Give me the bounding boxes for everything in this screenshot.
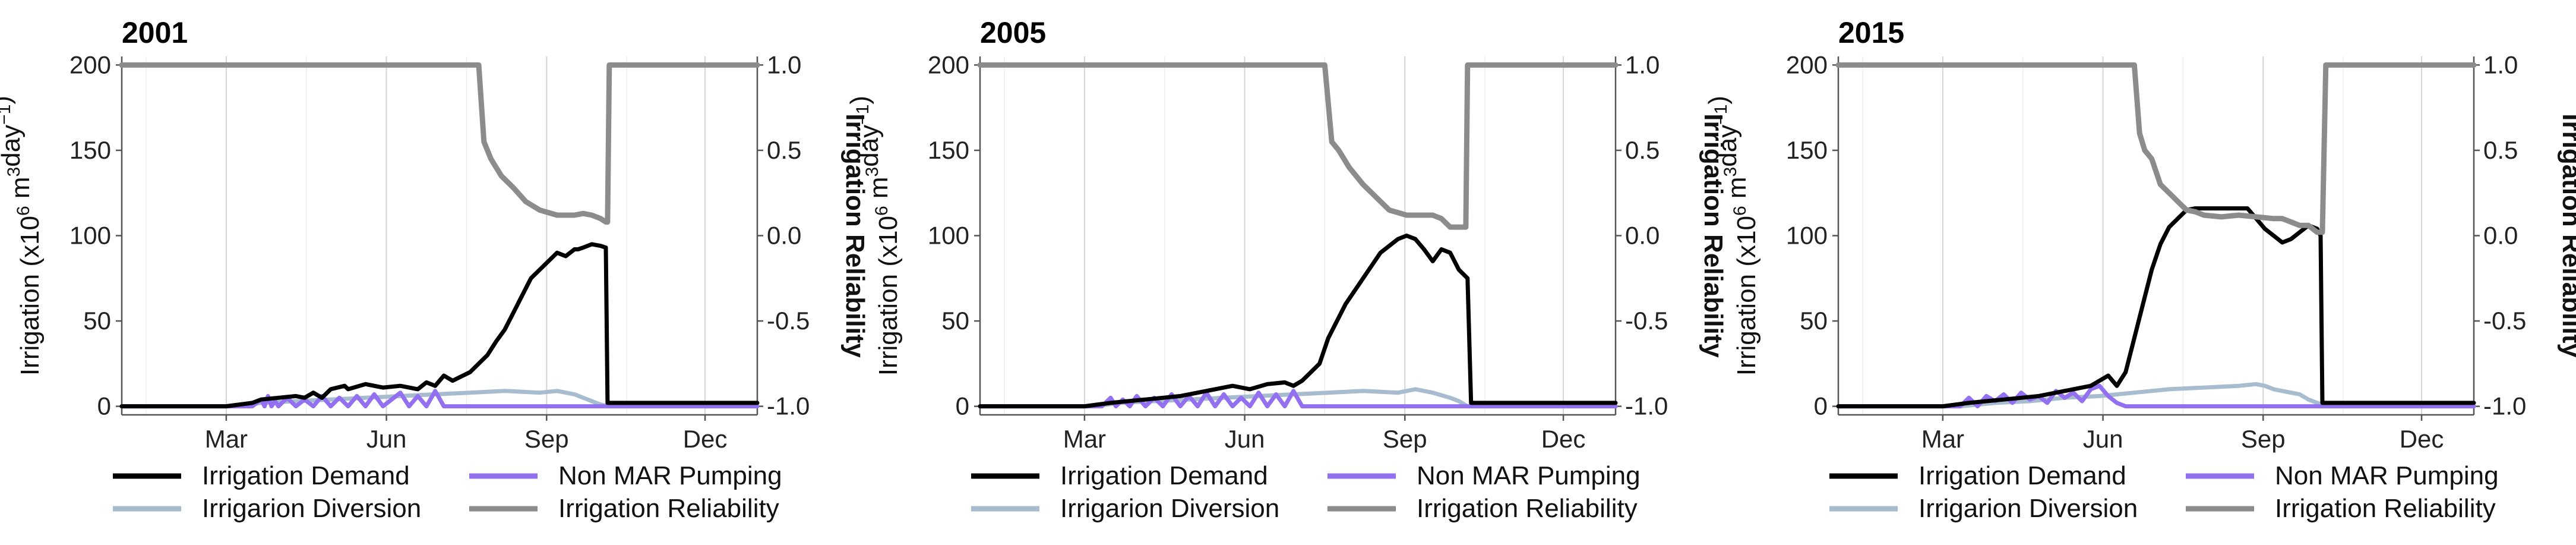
x-tick-label-mar: Mar: [1063, 425, 1106, 453]
y2-tick-label: 1.0: [1625, 51, 1660, 78]
y-tick-label: 0: [1814, 392, 1828, 420]
y-axis-title: Irrigation (x106 m3day−1): [1703, 96, 1761, 376]
panel-title: 2015: [1838, 16, 1904, 49]
y-tick-label: 100: [928, 222, 969, 250]
legend-label: Irrigation Demand: [202, 461, 410, 490]
y2-tick-label: -0.5: [1625, 307, 1668, 335]
series-line-irrigation-demand: [119, 242, 760, 409]
y-tick-label: 200: [928, 51, 969, 78]
legend-label: Irrigation Demand: [1060, 461, 1268, 490]
legend-label: Irrigation Reliability: [2275, 494, 2496, 523]
y2-tick-label: -0.5: [2483, 307, 2526, 335]
x-tick-label-jun: Jun: [2083, 425, 2123, 453]
y2-tick-label: 0.0: [767, 222, 801, 250]
y2-tick-label: 0.5: [2483, 136, 2518, 164]
y-tick-label: 100: [69, 222, 111, 250]
legend-label: Non MAR Pumping: [2275, 461, 2499, 490]
y-tick-label: 100: [1786, 222, 1828, 250]
y2-tick-label: 1.0: [767, 51, 801, 78]
y-tick-label: 200: [69, 51, 111, 78]
series-line-irrigation-demand: [978, 234, 1618, 409]
legend-label: Non MAR Pumping: [558, 461, 782, 490]
y-tick-label: 0: [97, 392, 111, 420]
y-tick-label: 200: [1786, 51, 1828, 78]
chart-panel-2005: 2005 Mar Jun Sep Dec 0 50 100 150 200 -1.0 -0.5 0.0 0…: [845, 16, 1728, 523]
legend-label: Irrigarion Diversion: [202, 494, 421, 523]
y2-tick-label: 0.0: [1625, 222, 1660, 250]
x-tick-label-mar: Mar: [1921, 425, 1964, 453]
x-tick-label-mar: Mar: [205, 425, 248, 453]
series-line-irrigation-reliability: [977, 62, 1619, 230]
y2-axis-title: Irrigation Reliability: [840, 114, 870, 358]
y2-axis-title: Irrigation Reliability: [1699, 114, 1728, 358]
y2-tick-label: 0.0: [2483, 222, 2518, 250]
y2-tick-label: -1.0: [767, 392, 810, 420]
y2-tick-label: 0.5: [767, 136, 801, 164]
x-tick-label-sep: Sep: [524, 425, 569, 453]
x-tick-label-jun: Jun: [1225, 425, 1265, 453]
y2-tick-label: 1.0: [2483, 51, 2518, 78]
x-tick-label-dec: Dec: [1541, 425, 1586, 453]
legend-label: Irrigarion Diversion: [1918, 494, 2138, 523]
y-tick-label: 50: [83, 307, 111, 335]
y-axis-title: Irrigation (x106 m3day−1): [845, 96, 903, 376]
y-tick-label: 150: [69, 136, 111, 164]
legend-label: Irrigarion Diversion: [1060, 494, 1279, 523]
legend-label: Non MAR Pumping: [1417, 461, 1641, 490]
y-tick-label: 50: [1800, 307, 1828, 335]
series-line-irrigation-reliability: [119, 62, 760, 225]
y-tick-label: 50: [941, 307, 969, 335]
y-tick-label: 150: [928, 136, 969, 164]
chart-panel-2001: 2001 Mar Jun Sep Dec 0 50 100 150 200 -1.0 -0.5 0.0 0…: [0, 16, 870, 523]
y2-tick-label: -1.0: [2483, 392, 2526, 420]
x-tick-label-jun: Jun: [366, 425, 407, 453]
legend-label: Irrigation Reliability: [1417, 494, 1638, 523]
y-axis-title: Irrigation (x106 m3day−1): [0, 96, 45, 376]
chart-panel-2015: 2015 Mar Jun Sep Dec 0 50 100 150 200 -1.0 -0.5 0.0 0…: [1703, 16, 2576, 523]
y2-tick-label: 0.5: [1625, 136, 1660, 164]
y2-axis-title: Irrigation Reliability: [2557, 114, 2576, 358]
series-line-irrigation-demand: [1836, 206, 2476, 409]
series-line-irrigation-reliability: [1835, 62, 2477, 235]
y2-tick-label: -0.5: [767, 307, 810, 335]
y-tick-label: 0: [956, 392, 969, 420]
x-tick-label-dec: Dec: [2400, 425, 2444, 453]
x-tick-label-sep: Sep: [2241, 425, 2286, 453]
x-tick-label-sep: Sep: [1383, 425, 1427, 453]
panel-title: 2005: [980, 16, 1046, 49]
x-tick-label-dec: Dec: [683, 425, 728, 453]
panel-title: 2001: [122, 16, 188, 49]
y2-tick-label: -1.0: [1625, 392, 1668, 420]
legend-label: Irrigation Reliability: [558, 494, 779, 523]
legend-label: Irrigation Demand: [1918, 461, 2126, 490]
y-tick-label: 150: [1786, 136, 1828, 164]
series-line-non-mar-pumping: [119, 389, 760, 409]
